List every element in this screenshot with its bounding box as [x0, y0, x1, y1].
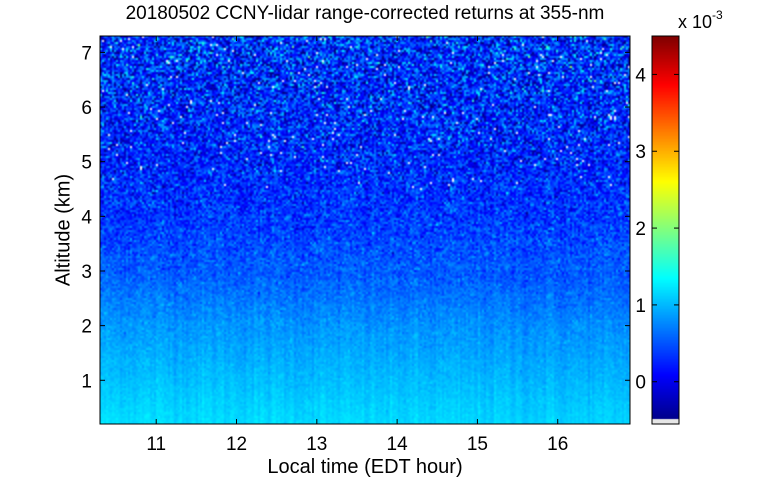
heatmap-image — [100, 36, 630, 424]
y-tick-label: 6 — [81, 98, 92, 119]
colorbar-tick-label: 3 — [635, 142, 646, 163]
colorbar-tick-label: 4 — [635, 65, 646, 86]
y-tick-label: 4 — [81, 207, 92, 228]
x-tick-label: 11 — [146, 434, 166, 455]
y-tick-label: 1 — [81, 371, 92, 392]
colorbar-frame — [651, 35, 680, 425]
y-tick-label: 2 — [81, 317, 92, 338]
y-tick-label: 7 — [81, 43, 92, 64]
x-tick-label: 16 — [547, 434, 568, 455]
x-tick-label: 14 — [387, 434, 409, 455]
x-tick-label: 13 — [306, 434, 327, 455]
plot-area — [99, 35, 631, 425]
colorbar-exponent-label: x 10-3 — [678, 8, 723, 32]
plot-frame — [99, 35, 631, 425]
colorbar-exponent-power: -3 — [712, 8, 723, 22]
y-tick-label: 3 — [81, 262, 92, 283]
colorbar: x 10-3 0 1 2 3 4 — [635, 8, 723, 425]
colorbar-image — [652, 36, 679, 424]
y-tick-label: 5 — [81, 153, 92, 174]
x-tick-label: 12 — [226, 434, 247, 455]
y-axis-label: Altitude (km) — [52, 173, 75, 287]
x-axis-label: Local time (EDT hour) — [267, 456, 463, 478]
colorbar-tick-label: 2 — [635, 219, 646, 240]
x-tick-label: 15 — [467, 434, 488, 455]
y-axis: 1 2 3 4 5 6 7 — [81, 43, 630, 392]
chart-title: 20180502 CCNY-lidar range-corrected retu… — [125, 3, 605, 24]
colorbar-exponent-base: x 10 — [678, 12, 712, 32]
x-axis: 11 12 13 14 15 16 — [146, 36, 568, 455]
colorbar-tick-label: 1 — [635, 296, 646, 317]
colorbar-tick-label: 0 — [635, 373, 646, 394]
